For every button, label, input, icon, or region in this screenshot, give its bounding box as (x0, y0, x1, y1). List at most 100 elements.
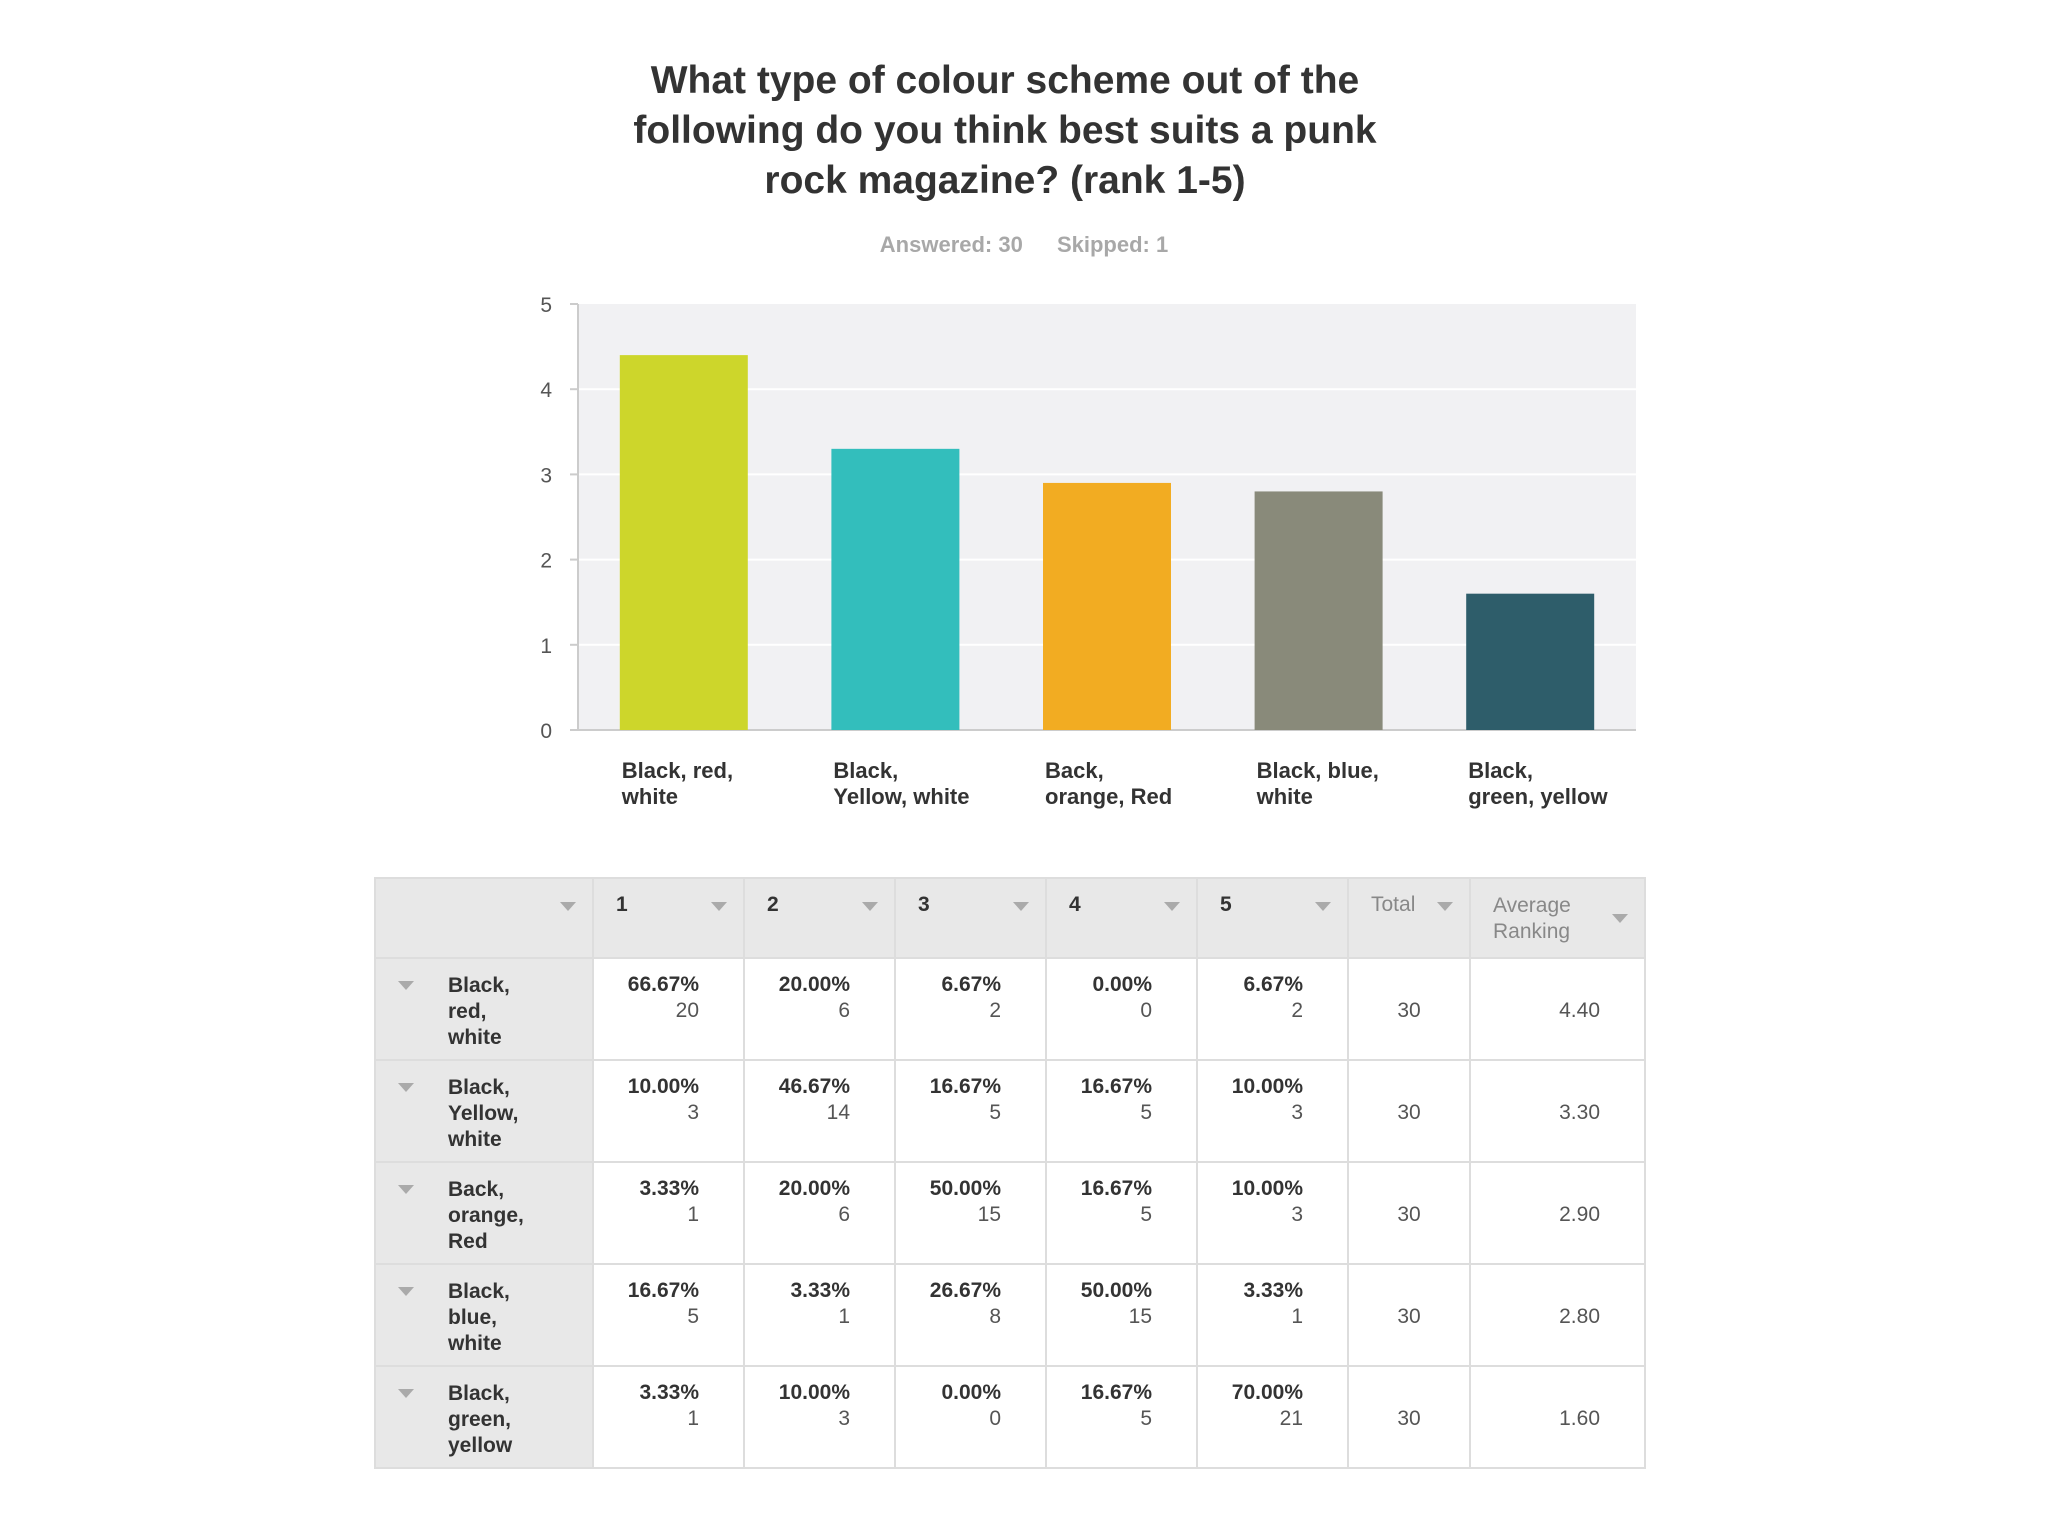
average-ranking-cell: 2.90 (1469, 1161, 1646, 1265)
chevron-down-icon[interactable] (398, 1389, 414, 1398)
percent-value: 3.33% (639, 1381, 699, 1404)
rank-cell: 3.33% 1 (1196, 1263, 1349, 1367)
x-tick-label: Back, orange, Red (1045, 758, 1172, 809)
header-rank-2[interactable]: 2 (743, 877, 896, 959)
y-tick-label: 1 (540, 635, 552, 658)
row-label-cell[interactable]: Black, green, yellow (374, 1365, 594, 1469)
count-value: 5 (687, 1305, 699, 1328)
bar (1254, 491, 1383, 730)
header-corner[interactable] (374, 877, 594, 959)
percent-value: 50.00% (929, 1177, 1001, 1200)
table-row: Black, red, white 66.67% 20 20.00% 6 6.67% 2 0.00… (374, 957, 1646, 1061)
count-value: 3 (838, 1407, 850, 1430)
count-value: 3 (687, 1101, 699, 1124)
header-rank-1[interactable]: 1 (592, 877, 745, 959)
chart-title: What type of colour scheme out of the fo… (500, 56, 1510, 206)
chevron-down-icon[interactable] (711, 902, 727, 911)
count-value: 3 (1291, 1203, 1303, 1226)
title-line: following do you think best suits a punk (633, 109, 1377, 152)
chevron-down-icon[interactable] (398, 981, 414, 990)
row-label-cell[interactable]: Black, red, white (374, 957, 594, 1061)
rank-cell: 3.33% 1 (592, 1161, 745, 1265)
percent-value: 6.67% (1243, 973, 1303, 996)
row-label: Black, green, yellow (448, 1382, 513, 1457)
row-label-cell[interactable]: Back, orange, Red (374, 1161, 594, 1265)
chevron-down-icon[interactable] (1612, 914, 1628, 923)
bar (1043, 482, 1171, 730)
total-cell: 30 (1347, 1263, 1471, 1367)
row-label-cell[interactable]: Black, blue, white (374, 1263, 594, 1367)
rank-cell: 16.67% 5 (592, 1263, 745, 1367)
rank-cell: 3.33% 1 (592, 1365, 745, 1469)
percent-value: 20.00% (778, 973, 850, 996)
count-value: 15 (1128, 1305, 1152, 1328)
header-rank-4[interactable]: 4 (1045, 877, 1198, 959)
percent-value: 16.67% (1080, 1381, 1152, 1404)
count-value: 21 (1279, 1407, 1303, 1430)
skipped-count: Skipped: 1 (1056, 232, 1169, 257)
header-total[interactable]: Total (1347, 877, 1471, 959)
rank-cell: 16.67% 5 (894, 1059, 1047, 1163)
chevron-down-icon[interactable] (398, 1287, 414, 1296)
percent-value: 10.00% (778, 1381, 850, 1404)
rank-cell: 26.67% 8 (894, 1263, 1047, 1367)
percent-value: 66.67% (627, 973, 699, 996)
rank-cell: 6.67% 2 (1196, 957, 1349, 1061)
chevron-down-icon[interactable] (862, 902, 878, 911)
table-row: Back, orange, Red 3.33% 1 20.00% 6 50.00% 15 16.6… (374, 1161, 1646, 1265)
header-rank-5[interactable]: 5 (1196, 877, 1349, 959)
chevron-down-icon[interactable] (1013, 902, 1029, 911)
count-value: 0 (1140, 999, 1152, 1022)
count-value: 1 (1291, 1305, 1303, 1328)
chevron-down-icon[interactable] (398, 1083, 414, 1092)
row-label-cell[interactable]: Black, Yellow, white (374, 1059, 594, 1163)
rank-cell: 0.00% 0 (894, 1365, 1047, 1469)
chevron-down-icon[interactable] (560, 902, 576, 911)
chevron-down-icon[interactable] (1164, 902, 1180, 911)
x-tick-label: Black, Yellow, white (833, 758, 969, 809)
table-header-row: 1 2 3 4 5 Total Average Ranking (374, 877, 1646, 959)
count-value: 5 (989, 1101, 1001, 1124)
count-value: 14 (826, 1101, 850, 1124)
header-rank-3[interactable]: 3 (894, 877, 1047, 959)
count-value: 5 (1140, 1203, 1152, 1226)
percent-value: 50.00% (1080, 1279, 1152, 1302)
ranking-table: 1 2 3 4 5 Total Average Ranking Black, re… (374, 877, 1646, 1469)
bar (619, 355, 748, 730)
percent-value: 3.33% (639, 1177, 699, 1200)
count-value: 1 (687, 1203, 699, 1226)
row-label: Black, Yellow, white (448, 1076, 519, 1151)
percent-value: 0.00% (1092, 973, 1152, 996)
rank-cell: 10.00% 3 (592, 1059, 745, 1163)
rank-cell: 6.67% 2 (894, 957, 1047, 1061)
row-label: Black, red, white (448, 974, 510, 1049)
title-line: What type of colour scheme out of the (650, 59, 1360, 102)
total-cell: 30 (1347, 1059, 1471, 1163)
rank-cell: 46.67% 14 (743, 1059, 896, 1163)
average-ranking-cell: 3.30 (1469, 1059, 1646, 1163)
y-tick-label: 4 (540, 379, 552, 402)
bar (831, 448, 960, 730)
response-stats: Answered: 30 Skipped: 1 (0, 232, 2048, 258)
count-value: 2 (989, 999, 1001, 1022)
table-row: Black, green, yellow 3.33% 1 10.00% 3 0.00% 0 16.… (374, 1365, 1646, 1469)
average-ranking-cell: 2.80 (1469, 1263, 1646, 1367)
rank-cell: 3.33% 1 (743, 1263, 896, 1367)
percent-value: 6.67% (941, 973, 1001, 996)
table-row: Black, Yellow, white 10.00% 3 46.67% 14 16.67% 5… (374, 1059, 1646, 1163)
percent-value: 20.00% (778, 1177, 850, 1200)
y-tick-label: 2 (540, 550, 552, 573)
rank-cell: 0.00% 0 (1045, 957, 1198, 1061)
table-row: Black, blue, white 16.67% 5 3.33% 1 26.67% 8 50.0… (374, 1263, 1646, 1367)
percent-value: 26.67% (929, 1279, 1001, 1302)
header-average-ranking[interactable]: Average Ranking (1469, 877, 1646, 959)
count-value: 2 (1291, 999, 1303, 1022)
chevron-down-icon[interactable] (398, 1185, 414, 1194)
count-value: 15 (977, 1203, 1001, 1226)
chevron-down-icon[interactable] (1437, 902, 1453, 911)
percent-value: 16.67% (1080, 1177, 1152, 1200)
chevron-down-icon[interactable] (1315, 902, 1331, 911)
rank-cell: 50.00% 15 (1045, 1263, 1198, 1367)
answered-count: Answered: 30 (879, 232, 1023, 257)
rank-cell: 20.00% 6 (743, 957, 896, 1061)
